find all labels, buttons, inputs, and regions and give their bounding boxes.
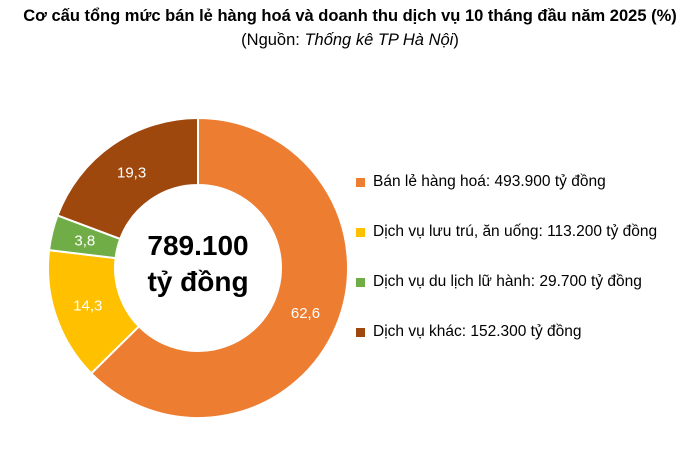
legend-label: Dịch vụ du lịch lữ hành: 29.700 tỷ đồng <box>373 273 642 290</box>
legend-item-3: Dịch vụ khác: 152.300 tỷ đồng <box>356 322 582 342</box>
legend-label: Bán lẻ hàng hoá: 493.900 tỷ đồng <box>373 173 606 190</box>
slice-value-label-1: 14,3 <box>73 298 102 315</box>
subtitle-source: Thống kê TP Hà Nội <box>304 31 454 49</box>
legend-item-0: Bán lẻ hàng hoá: 493.900 tỷ đồng <box>356 172 606 192</box>
legend-label: Dịch vụ lưu trú, ăn uống: 113.200 tỷ đồn… <box>373 223 658 240</box>
center-total-unit: tỷ đồng <box>147 266 249 297</box>
legend-item-1: Dịch vụ lưu trú, ăn uống: 113.200 tỷ đồn… <box>356 222 657 242</box>
legend-label: Dịch vụ khác: 152.300 tỷ đồng <box>373 323 582 340</box>
center-total-value: 789.100 <box>147 230 249 261</box>
slice-value-label-0: 62,6 <box>291 305 320 322</box>
legend-swatch <box>356 227 365 237</box>
donut-slice-0 <box>89 116 349 419</box>
chart-subtitle: (Nguồn: Thống kê TP Hà Nội) <box>0 30 700 50</box>
subtitle-suffix: ) <box>453 31 459 49</box>
legend-swatch <box>356 277 365 287</box>
legend-item-2: Dịch vụ du lịch lữ hành: 29.700 tỷ đồng <box>356 272 642 292</box>
donut-center-label: 789.100 tỷ đồng <box>118 228 278 300</box>
chart-title: Cơ cấu tổng mức bán lẻ hàng hoá và doanh… <box>23 7 677 25</box>
donut-slice-3 <box>56 116 199 241</box>
subtitle-prefix: (Nguồn: <box>241 31 305 49</box>
slice-value-label-2: 3,8 <box>74 232 95 249</box>
slice-value-label-3: 19,3 <box>117 164 146 181</box>
legend-swatch <box>356 327 365 337</box>
legend-swatch <box>356 177 365 187</box>
